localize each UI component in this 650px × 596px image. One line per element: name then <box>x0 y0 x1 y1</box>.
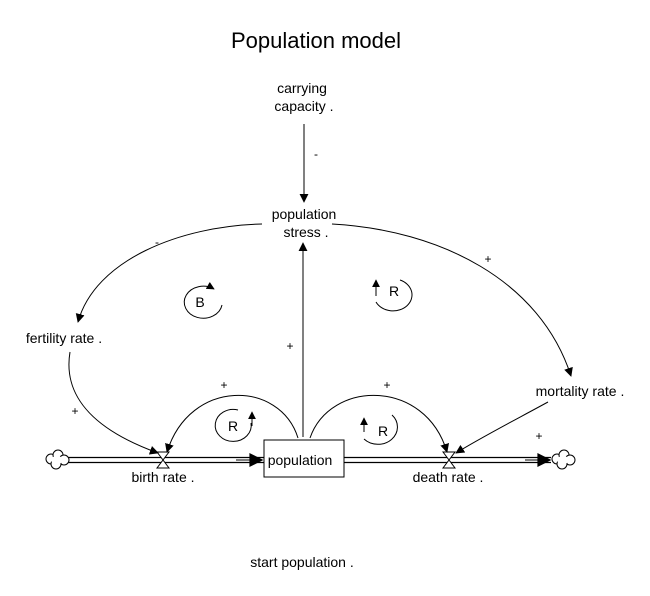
fertility-rate-label: fertility rate . <box>26 330 102 346</box>
polarity-stress-to-mortality: + <box>484 252 491 266</box>
death-rate-valve-icon <box>442 451 456 469</box>
inflow-pipe <box>68 453 264 467</box>
source-cloud-icon <box>45 449 70 470</box>
carrying-capacity-label-line2: capacity . <box>274 98 333 114</box>
mortality-rate-label: mortality rate . <box>536 383 625 399</box>
birth-rate-label: birth rate . <box>131 469 194 485</box>
population-stock <box>263 439 345 478</box>
death-rate-label: death rate . <box>413 469 484 485</box>
diagram-title: Population model <box>231 28 401 53</box>
loop-balancing-label: B <box>195 294 204 310</box>
polarity-fertility-to-birth: + <box>71 404 78 418</box>
loop-reinforcing-death: R <box>360 414 398 445</box>
polarity-population-to-birth: + <box>220 378 227 392</box>
link-fertility-to-birth <box>68 351 159 455</box>
polarity-population-to-death: + <box>383 378 390 392</box>
polarity-mortality-to-death: + <box>535 429 542 443</box>
birth-rate-valve-icon <box>156 451 170 469</box>
loop-reinforcing-death-label: R <box>378 423 388 439</box>
sink-cloud-icon <box>551 449 576 470</box>
loop-reinforcing-upper-label: R <box>389 283 399 299</box>
polarity-stress-to-fertility: - <box>155 235 159 249</box>
population-stress-label-line2: stress . <box>283 224 328 240</box>
loop-balancing-left: B <box>183 281 223 319</box>
link-population-to-birth <box>165 395 299 453</box>
loop-reinforcing-birth-label: R <box>228 418 238 434</box>
link-stress-to-fertility <box>75 223 263 323</box>
polarity-population-to-stress: + <box>286 339 293 353</box>
start-population-label: start population . <box>250 554 354 570</box>
loop-reinforcing-upper-right: R <box>372 279 413 312</box>
link-stress-to-mortality <box>331 223 573 377</box>
loop-reinforcing-birth: R <box>214 408 256 442</box>
link-mortality-to-death <box>455 401 549 454</box>
link-population-to-death <box>309 395 449 453</box>
carrying-capacity-label-line1: carrying <box>277 80 327 96</box>
polarity-capacity-to-stress: - <box>314 147 318 161</box>
population-stress-label-line1: population <box>272 206 337 222</box>
population-stock-label: population <box>268 452 333 468</box>
